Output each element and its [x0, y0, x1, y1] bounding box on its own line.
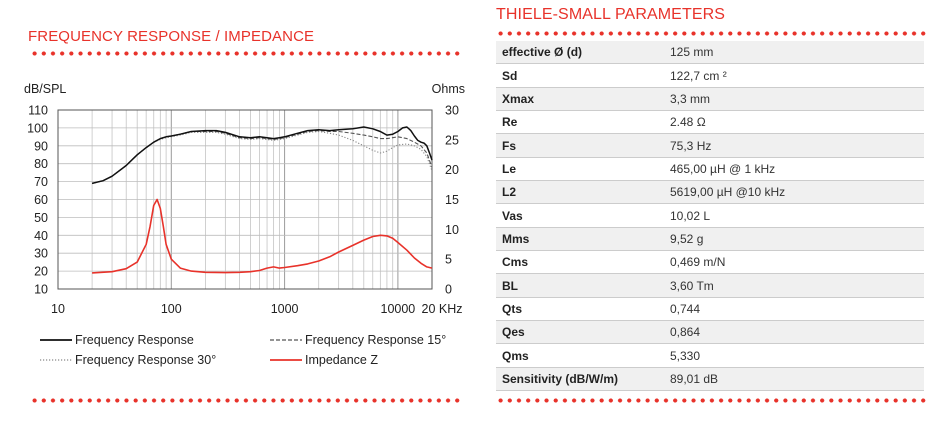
- parameter-name: L2: [496, 180, 664, 205]
- x-tick-label: 1000: [271, 302, 299, 316]
- parameter-row: Qms 5,330: [496, 343, 924, 368]
- x-tick-label: 100: [161, 302, 182, 316]
- y-axis-label: dB/SPL: [24, 82, 66, 96]
- y-tick-label: 30: [34, 247, 48, 261]
- parameter-row: L2 5619,00 µH @10 kHz: [496, 180, 924, 205]
- bottom-divider-left: [30, 398, 460, 403]
- y-tick-label: 110: [28, 104, 48, 118]
- parameter-name: Qms: [496, 343, 664, 368]
- parameter-value: 0,744: [664, 297, 924, 322]
- parameter-name: Sensitivity (dB/W/m): [496, 367, 664, 392]
- parameter-value: 2.48 Ω: [664, 110, 924, 135]
- y2-tick-label: 15: [445, 193, 459, 207]
- y-tick-label: 90: [34, 139, 48, 153]
- series-line: [92, 198, 433, 274]
- y2-tick-label: 10: [445, 223, 459, 237]
- parameter-row: Qts 0,744: [496, 297, 924, 322]
- parameter-row: Fs 75,3 Hz: [496, 133, 924, 158]
- parameter-name: Fs: [496, 133, 664, 158]
- legend-label: Frequency Response 15°: [305, 333, 446, 347]
- chart-title-divider: [30, 51, 460, 56]
- parameter-value: 3,3 mm: [664, 87, 924, 112]
- parameter-row: Qes 0,864: [496, 320, 924, 345]
- parameter-name: Mms: [496, 227, 664, 252]
- plot-frame: [57, 109, 433, 290]
- parameter-name: BL: [496, 273, 664, 298]
- parameter-value: 3,60 Tm: [664, 273, 924, 298]
- parameter-value: 0,469 m/N: [664, 250, 924, 275]
- x-tick-label: 20 KHz: [422, 302, 463, 316]
- parameter-value: 5,330: [664, 343, 924, 368]
- parameter-name: Vas: [496, 203, 664, 228]
- series-line: [91, 126, 433, 185]
- frequency-response-chart: 10 20 30 40 50 60 70 80 90 100 110 0 5 10 15 20 25 30 10 10…: [24, 82, 465, 367]
- y2-tick-label: 5: [445, 253, 452, 267]
- parameter-name: Xmax: [496, 87, 664, 112]
- parameter-name: Qes: [496, 320, 664, 345]
- y-tick-label: 20: [34, 265, 48, 279]
- parameter-row: Mms 9,52 g: [496, 227, 924, 252]
- parameter-value: 465,00 µH @ 1 kHz: [664, 157, 924, 182]
- parameter-name: Re: [496, 110, 664, 135]
- parameter-row: Le 465,00 µH @ 1 kHz: [496, 157, 924, 182]
- parameter-row: Sd 122,7 cm ²: [496, 63, 924, 88]
- y-tick-label: 100: [27, 121, 48, 135]
- bottom-divider-right: [496, 398, 928, 403]
- parameter-name: Le: [496, 157, 664, 182]
- parameters-title-divider: [496, 31, 928, 36]
- y2-tick-label: 20: [445, 163, 459, 177]
- y2-axis-label: Ohms: [432, 82, 465, 96]
- parameter-value: 125 mm: [664, 41, 924, 65]
- y-tick-label: 80: [34, 157, 48, 171]
- legend-label: Frequency Response 30°: [75, 353, 216, 367]
- parameter-row: Vas 10,02 L: [496, 203, 924, 228]
- y2-tick-label: 25: [445, 133, 459, 147]
- legend-label: Frequency Response: [75, 333, 194, 347]
- parameter-row: Re 2.48 Ω: [496, 110, 924, 135]
- parameter-value: 122,7 cm ²: [664, 63, 924, 88]
- parameter-name: Qts: [496, 297, 664, 322]
- parameter-row: Xmax 3,3 mm: [496, 87, 924, 112]
- chart-section-title: FREQUENCY RESPONSE / IMPEDANCE: [28, 28, 315, 45]
- thiele-small-table: effective Ø (d) 125 mm Sd 122,7 cm ² Xmax 3,3…: [496, 41, 924, 392]
- y-tick-label: 70: [34, 175, 48, 189]
- parameter-name: Sd: [496, 63, 664, 88]
- y2-tick-label: 30: [445, 104, 459, 118]
- y-tick-label: 10: [34, 283, 48, 297]
- parameters-section-title: THIELE-SMALL PARAMETERS: [496, 6, 726, 23]
- y2-tick-label: 0: [445, 283, 452, 297]
- y-tick-label: 50: [34, 211, 48, 225]
- parameter-value: 9,52 g: [664, 227, 924, 252]
- parameter-value: 75,3 Hz: [664, 133, 924, 158]
- x-tick-label: 10000: [381, 302, 416, 316]
- parameter-value: 5619,00 µH @10 kHz: [664, 180, 924, 205]
- legend-label: Impedance Z: [305, 353, 378, 367]
- y-tick-label: 60: [34, 193, 48, 207]
- parameter-name: effective Ø (d): [496, 41, 664, 65]
- parameter-row: effective Ø (d) 125 mm: [496, 41, 924, 65]
- parameter-value: 10,02 L: [664, 203, 924, 228]
- x-tick-label: 10: [51, 302, 65, 316]
- parameter-value: 89,01 dB: [664, 367, 924, 392]
- parameter-row: BL 3,60 Tm: [496, 273, 924, 298]
- parameter-name: Cms: [496, 250, 664, 275]
- y-tick-label: 40: [34, 229, 48, 243]
- parameter-row: Cms 0,469 m/N: [496, 250, 924, 275]
- parameter-row: Sensitivity (dB/W/m) 89,01 dB: [496, 367, 924, 392]
- parameter-value: 0,864: [664, 320, 924, 345]
